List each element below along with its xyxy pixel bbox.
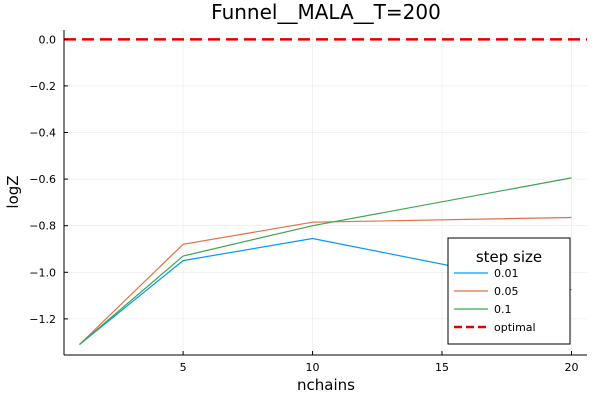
series-line-0-01: [79, 237, 572, 345]
y-tick-label: −0.4: [29, 127, 56, 140]
y-axis-ticks: 0.0 −0.2 −0.4 −0.6 −0.8 −1.0 −1.2: [29, 33, 68, 326]
series-line-0-05: [79, 216, 572, 345]
x-tick-label: 10: [306, 361, 320, 374]
legend-label: 0.05: [494, 285, 519, 298]
x-tick-label: 15: [435, 361, 449, 374]
y-tick-label: −0.6: [29, 173, 56, 186]
x-tick-label: 20: [564, 361, 578, 374]
legend-title: step size: [476, 248, 542, 266]
legend: step size 0.01 0.05 0.1 optimal: [447, 237, 571, 345]
y-tick-label: −1.0: [29, 266, 56, 279]
x-tick-label: 5: [180, 361, 187, 374]
legend-label: optimal: [494, 321, 536, 334]
y-tick-label: 0.0: [39, 33, 57, 46]
plot-frame: [63, 30, 587, 356]
legend-label: 0.01: [494, 267, 519, 280]
y-axis-title: logZ: [4, 175, 22, 208]
series-line-0-1: [79, 177, 572, 345]
x-axis-ticks: 5 10 15 20: [180, 351, 578, 374]
y-tick-label: −0.2: [29, 80, 56, 93]
legend-label: 0.1: [494, 303, 512, 316]
series-group: [79, 177, 572, 345]
chart-title: Funnel__MALA__T=200: [211, 0, 441, 24]
y-tick-label: −1.2: [29, 313, 56, 326]
y-tick-label: −0.8: [29, 220, 56, 233]
x-axis-title: nchains: [297, 376, 355, 394]
legend-items: 0.01 0.05 0.1 optimal: [454, 267, 536, 334]
